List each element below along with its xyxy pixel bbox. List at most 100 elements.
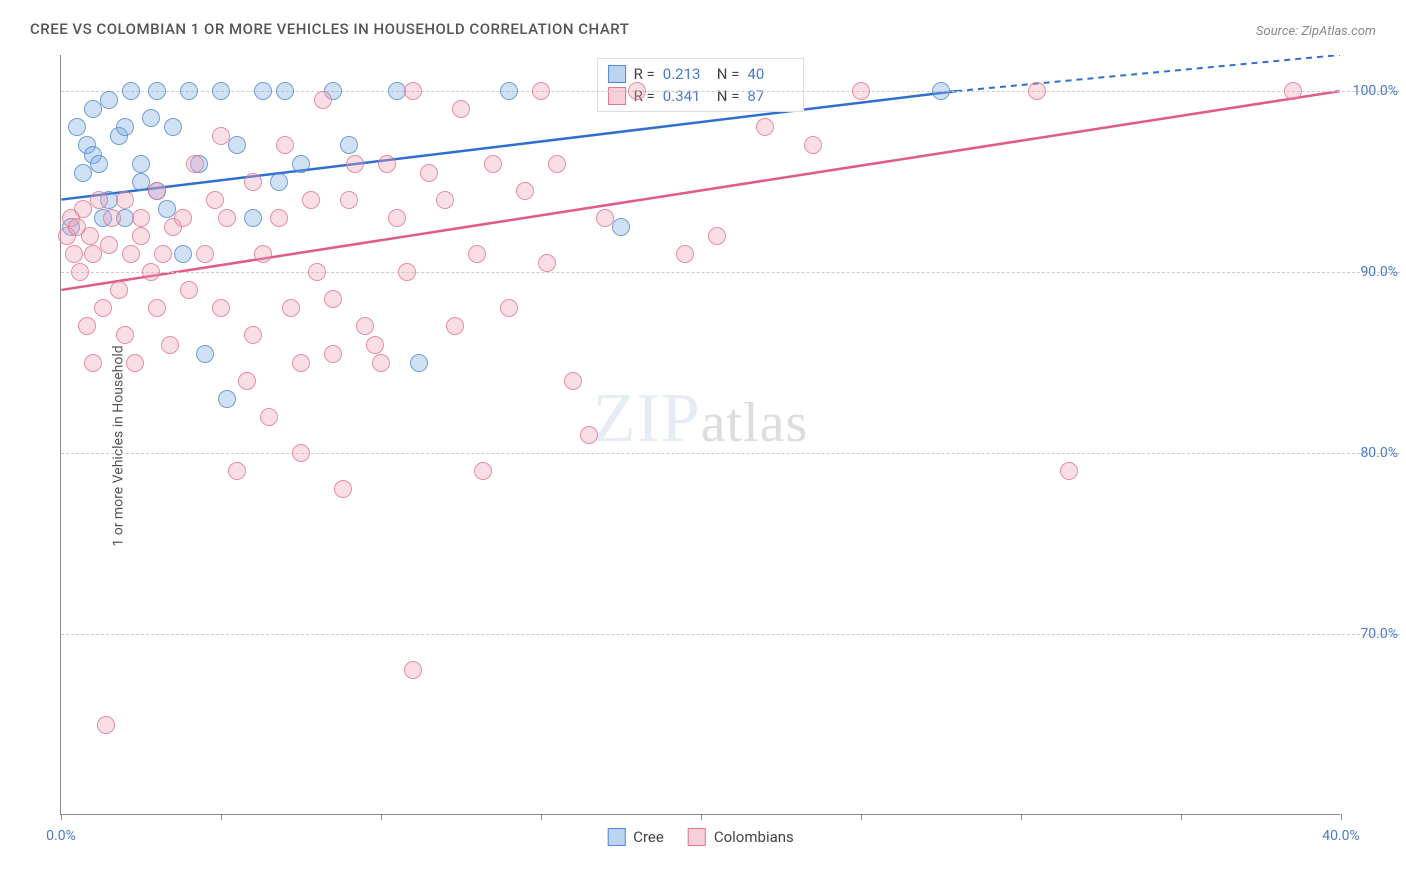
data-point — [180, 82, 198, 100]
data-point — [132, 209, 150, 227]
data-point — [452, 100, 470, 118]
data-point — [334, 480, 352, 498]
data-point — [314, 91, 332, 109]
legend-swatch — [608, 65, 626, 83]
data-point — [196, 245, 214, 263]
x-tick — [221, 814, 222, 820]
watermark-main: ZIP — [593, 380, 701, 457]
plot-area: ZIPatlas R = 0.213 N = 40 R = 0.341 N = … — [60, 55, 1340, 815]
data-point — [302, 191, 320, 209]
data-point — [356, 317, 374, 335]
data-point — [116, 118, 134, 136]
legend-label: Cree — [633, 828, 664, 846]
data-point — [90, 155, 108, 173]
data-point — [100, 91, 118, 109]
gridline-h — [61, 634, 1400, 635]
x-tick — [1181, 814, 1182, 820]
data-point — [161, 336, 179, 354]
source-attribution: Source: ZipAtlas.com — [1256, 24, 1376, 39]
data-point — [260, 408, 278, 426]
data-point — [564, 372, 582, 390]
data-point — [244, 326, 262, 344]
correlation-legend: R = 0.213 N = 40 R = 0.341 N = 87 — [597, 58, 805, 112]
x-tick — [61, 814, 62, 820]
trend-lines — [61, 55, 1340, 814]
x-tick — [1021, 814, 1022, 820]
data-point — [366, 336, 384, 354]
data-point — [142, 263, 160, 281]
data-point — [174, 209, 192, 227]
data-point — [154, 245, 172, 263]
data-point — [324, 290, 342, 308]
data-point — [244, 173, 262, 191]
data-point — [116, 326, 134, 344]
data-point — [186, 155, 204, 173]
data-point — [94, 299, 112, 317]
data-point — [852, 82, 870, 100]
data-point — [78, 317, 96, 335]
data-point — [218, 209, 236, 227]
data-point — [468, 245, 486, 263]
x-tick-label: 0.0% — [46, 828, 76, 844]
gridline-h — [61, 453, 1400, 454]
n-value: 87 — [747, 87, 793, 105]
chart-title: CREE VS COLOMBIAN 1 OR MORE VEHICLES IN … — [30, 20, 629, 38]
data-point — [596, 209, 614, 227]
data-point — [484, 155, 502, 173]
legend-swatch — [608, 87, 626, 105]
data-point — [292, 444, 310, 462]
data-point — [116, 191, 134, 209]
data-point — [398, 263, 416, 281]
data-point — [97, 716, 115, 734]
data-point — [132, 155, 150, 173]
data-point — [804, 136, 822, 154]
legend-item: Colombians — [688, 828, 794, 846]
x-tick — [701, 814, 702, 820]
data-point — [404, 661, 422, 679]
data-point — [254, 82, 272, 100]
data-point — [148, 82, 166, 100]
data-point — [65, 245, 83, 263]
y-tick-label: 100.0% — [1353, 83, 1398, 99]
data-point — [340, 136, 358, 154]
data-point — [218, 390, 236, 408]
data-point — [228, 462, 246, 480]
data-point — [126, 354, 144, 372]
data-point — [292, 155, 310, 173]
data-point — [1060, 462, 1078, 480]
legend-label: Colombians — [714, 828, 794, 846]
legend-swatch — [607, 828, 625, 846]
data-point — [292, 354, 310, 372]
trend-line-extrap — [956, 55, 1339, 91]
data-point — [90, 191, 108, 209]
r-label: R = — [634, 65, 655, 83]
x-tick — [861, 814, 862, 820]
data-point — [84, 245, 102, 263]
data-point — [164, 118, 182, 136]
data-point — [103, 209, 121, 227]
data-point — [276, 136, 294, 154]
r-value: 0.341 — [663, 87, 709, 105]
legend-item: Cree — [607, 828, 664, 846]
data-point — [132, 227, 150, 245]
data-point — [378, 155, 396, 173]
data-point — [244, 209, 262, 227]
data-point — [516, 182, 534, 200]
x-tick-label: 40.0% — [1322, 828, 1360, 844]
gridline-h — [61, 272, 1400, 273]
data-point — [148, 299, 166, 317]
data-point — [68, 118, 86, 136]
data-point — [346, 155, 364, 173]
data-point — [122, 245, 140, 263]
r-value: 0.213 — [663, 65, 709, 83]
data-point — [276, 82, 294, 100]
watermark: ZIPatlas — [593, 379, 809, 459]
data-point — [206, 191, 224, 209]
data-point — [212, 299, 230, 317]
data-point — [142, 109, 160, 127]
data-point — [538, 254, 556, 272]
data-point — [500, 299, 518, 317]
data-point — [100, 236, 118, 254]
data-point — [228, 136, 246, 154]
data-point — [436, 191, 454, 209]
